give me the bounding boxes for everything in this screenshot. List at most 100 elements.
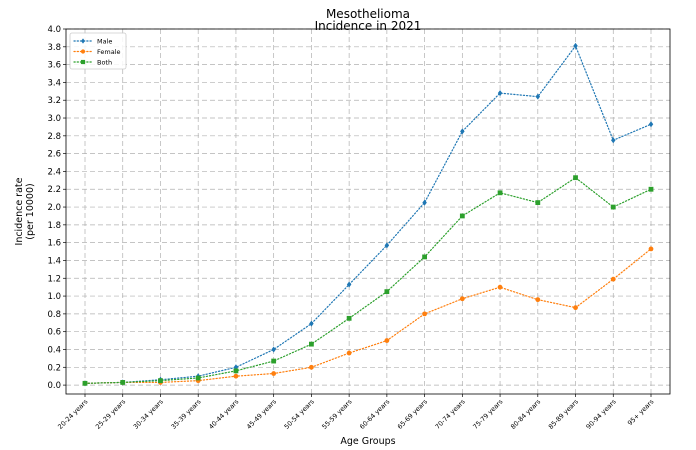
data-point-both	[195, 375, 201, 381]
data-point-female	[384, 338, 390, 343]
series-male	[82, 42, 654, 387]
data-point-female	[309, 364, 314, 370]
y-tick-label: 1.0	[47, 292, 61, 302]
x-tick-label: 90-94 years	[585, 397, 619, 431]
data-point-female	[648, 246, 654, 252]
data-point-both	[309, 341, 314, 347]
legend-label-both: Both	[97, 58, 112, 66]
data-point-female	[535, 297, 541, 303]
y-tick-label: 2.4	[47, 167, 61, 177]
data-point-male	[497, 90, 503, 97]
y-tick-label: 2.0	[47, 203, 61, 213]
series-female	[82, 246, 654, 386]
x-tick-label: 80-84 years	[509, 397, 543, 431]
chart-title-line: Incidence in 2021	[315, 19, 422, 33]
data-point-male	[573, 42, 578, 49]
x-tick-label: 95+ years	[626, 397, 656, 427]
y-tick-label: 0.6	[47, 328, 61, 338]
y-tick-label: 3.0	[47, 114, 61, 124]
x-tick-label: 85-89 years	[547, 397, 581, 431]
data-point-both	[384, 289, 390, 295]
y-tick-label: 3.4	[47, 78, 61, 88]
x-tick-label: 50-54 years	[283, 397, 317, 431]
data-point-female	[573, 305, 578, 311]
y-tick-label: 1.2	[47, 274, 61, 284]
data-point-both	[535, 200, 541, 205]
legend-marker-female	[80, 49, 86, 54]
y-tick-label: 0.2	[47, 363, 61, 373]
data-point-male	[535, 93, 541, 100]
data-point-both	[648, 186, 654, 192]
y-axis-label: Incidence rate (per 10000)	[14, 177, 36, 245]
data-point-both	[422, 254, 427, 260]
x-tick-label: 35-39 years	[169, 397, 203, 431]
data-point-male	[611, 137, 616, 144]
x-tick-label: 45-49 years	[245, 397, 279, 431]
series-both	[82, 175, 654, 386]
series-line-male	[84, 44, 652, 384]
data-point-male	[384, 242, 390, 249]
x-axis: 20-24 years 25-29 years 30-34 years 35-39 y…	[56, 394, 656, 431]
y-tick-label: 3.6	[47, 61, 61, 71]
x-tick-label: 40-44 years	[207, 397, 241, 431]
legend-marker-both	[80, 59, 86, 65]
y-tick-label: 1.4	[47, 256, 61, 266]
grid	[66, 28, 670, 394]
data-point-both	[497, 190, 503, 196]
data-point-male	[648, 121, 654, 128]
y-tick-label: 3.2	[47, 96, 61, 106]
data-point-male	[460, 128, 465, 135]
data-point-female	[459, 296, 465, 302]
data-point-male	[271, 346, 276, 353]
y-axis-label-line: Incidence rate	[14, 177, 25, 245]
x-axis-label: Age Groups	[340, 436, 395, 447]
data-point-female	[346, 350, 352, 356]
y-axis-label-line: (per 10000)	[25, 183, 36, 239]
data-point-both	[158, 378, 163, 384]
data-point-female	[271, 371, 277, 376]
data-point-both	[233, 368, 239, 374]
y-tick-label: 1.8	[47, 221, 61, 231]
series-line-female	[84, 248, 652, 384]
data-point-female	[233, 373, 239, 379]
data-point-both	[459, 213, 465, 219]
x-tick-label: 70-74 years	[434, 397, 468, 431]
data-point-both	[573, 175, 578, 181]
legend: Male Female Both	[69, 32, 127, 70]
y-tick-label: 0.4	[47, 345, 61, 355]
series-line-both	[84, 176, 652, 384]
legend-label-male: Male	[97, 37, 112, 45]
y-tick-label: 1.6	[47, 239, 61, 249]
x-tick-label: 30-34 years	[132, 397, 166, 431]
data-point-both	[610, 204, 616, 210]
y-axis: 0.0 0.2 0.4 0.6 0.8 1.0 1.2 1.4 1.6 1.8 2.0 2.2 2.4 2…	[47, 25, 66, 391]
data-point-both	[346, 315, 352, 321]
legend-marker-male	[81, 38, 85, 44]
data-point-male	[346, 281, 352, 288]
x-tick-label: 20-24 years	[56, 397, 90, 431]
x-tick-label: 65-69 years	[396, 397, 430, 431]
data-point-both	[82, 380, 88, 386]
data-point-male	[422, 199, 427, 206]
x-tick-label: 55-59 years	[320, 397, 354, 431]
plot-area	[65, 28, 671, 395]
data-point-both	[271, 358, 277, 364]
x-tick-label: 75-79 years	[471, 397, 505, 431]
chart-title-line: Mesothelioma	[326, 7, 410, 21]
data-point-both	[120, 380, 126, 385]
y-tick-label: 0.8	[47, 310, 61, 320]
y-tick-label: 3.8	[47, 43, 61, 53]
x-tick-label: 60-64 years	[358, 397, 392, 431]
y-tick-label: 4.0	[47, 25, 61, 35]
y-tick-label: 0.0	[47, 381, 61, 391]
data-point-male	[309, 320, 314, 327]
data-point-female	[422, 311, 427, 317]
series	[82, 42, 654, 387]
y-tick-label: 2.8	[47, 132, 61, 142]
data-point-female	[610, 276, 616, 282]
data-point-female	[497, 284, 503, 290]
y-tick-label: 2.2	[47, 185, 61, 195]
y-tick-label: 2.6	[47, 150, 61, 160]
